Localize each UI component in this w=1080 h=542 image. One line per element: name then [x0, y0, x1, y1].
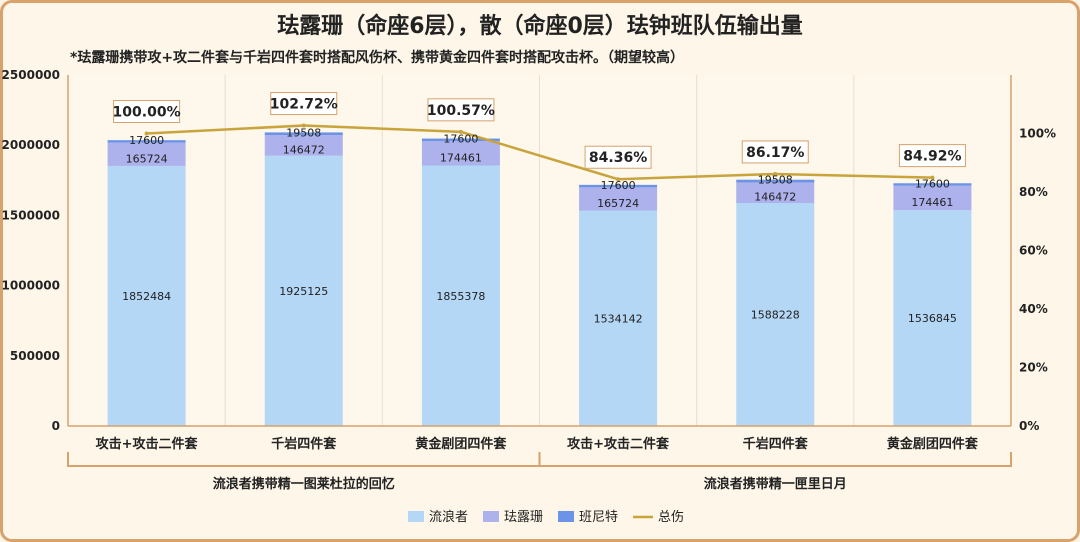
bar-segment — [421, 138, 500, 142]
bar-segment — [736, 203, 815, 426]
bar-segment — [264, 132, 343, 136]
group-bracket — [538, 452, 1012, 467]
bar-segment — [107, 165, 186, 426]
data-label: 165724 — [597, 197, 639, 210]
line-point — [458, 129, 463, 134]
line-point — [616, 177, 621, 182]
bar-segment — [421, 141, 500, 166]
y2-tick-label: 20% — [1019, 361, 1048, 375]
y2-tick-label: 80% — [1019, 185, 1048, 199]
bar-segment — [264, 135, 343, 156]
bar-segment — [264, 155, 343, 426]
data-label: 17600 — [443, 133, 478, 146]
bar-segment — [421, 165, 500, 426]
y2-tick-label: 40% — [1019, 302, 1048, 316]
bar-segment — [736, 182, 815, 204]
category-axis: 攻击+攻击二件套 千岩四件套 黄金剧团四件套 攻击+攻击二件套 千岩四件套 黄金剧团四件套… — [67, 436, 1012, 492]
group-label: 流浪者携带精一图莱杜拉的回忆 — [213, 476, 395, 492]
grid-lines — [68, 75, 1011, 426]
y2-tick-label: 0% — [1019, 419, 1039, 433]
data-label: 17600 — [601, 179, 636, 192]
line-point — [930, 175, 935, 180]
pct-label: 84.92% — [903, 149, 961, 165]
data-label: 1536845 — [908, 312, 957, 325]
bar-segment — [893, 210, 972, 426]
legend-swatch — [483, 511, 499, 522]
bar-segment — [107, 142, 186, 166]
chart-subtitle: *珐露珊携带攻+攻二件套与千岩四件套时搭配风伤杯、携带黄金四件套时搭配攻击杯。（… — [70, 50, 685, 66]
pct-label-box — [898, 144, 966, 168]
category-label: 黄金剧团四件套 — [415, 436, 507, 452]
y2-tick-label: 60% — [1019, 244, 1048, 258]
bar-segment — [579, 210, 658, 426]
pct-label: 100.00% — [113, 105, 181, 121]
pct-label-box — [113, 100, 181, 123]
bar-segment — [893, 185, 972, 211]
legend-swatch — [408, 511, 424, 522]
bar-segment — [579, 187, 658, 211]
line-point — [773, 171, 778, 176]
y-tick-label: 500000 — [10, 349, 60, 363]
data-label: 165724 — [126, 152, 168, 165]
y-tick-label: 1000000 — [2, 279, 60, 293]
legend-swatch — [558, 511, 574, 522]
data-label: 146472 — [283, 143, 325, 156]
y-tick-label: 2000000 — [2, 138, 60, 152]
data-label: 17600 — [915, 177, 950, 190]
data-labels: 1852484 165724 17600 1925125 146472 19508 1855… — [113, 92, 966, 325]
group-bracket — [67, 452, 541, 467]
line-point — [144, 131, 149, 136]
pct-label: 84.36% — [589, 150, 647, 166]
bar-segment — [893, 183, 972, 186]
line-series — [146, 124, 933, 181]
line-point — [301, 123, 306, 128]
legend-label: 总伤 — [658, 510, 684, 525]
category-label: 攻击+攻击二件套 — [567, 436, 670, 452]
pct-label: 102.72% — [270, 97, 338, 113]
data-label: 146472 — [754, 191, 796, 204]
data-label: 1852484 — [122, 290, 171, 303]
legend-label: 班尼特 — [579, 510, 618, 525]
y-tick-label: 2500000 — [2, 68, 60, 82]
category-label: 千岩四件套 — [743, 436, 809, 452]
chart-title: 珐露珊（命座6层），散（命座0层）珐钟班队伍输出量 — [277, 14, 803, 39]
group-label: 流浪者携带精一匣里日月 — [704, 476, 847, 492]
data-label: 1588228 — [751, 309, 800, 322]
data-label: 1855378 — [436, 290, 485, 303]
data-label: 19508 — [286, 126, 321, 139]
data-label: 17600 — [129, 134, 164, 147]
pct-label: 100.57% — [427, 103, 495, 119]
category-label: 千岩四件套 — [271, 436, 337, 452]
bar-series — [107, 132, 972, 426]
pct-label-box — [741, 140, 809, 164]
pct-label-box — [584, 145, 652, 169]
y2-tick-label: 100% — [1019, 127, 1056, 141]
pct-label-box — [427, 98, 495, 122]
total-damage-line — [144, 123, 935, 182]
bar-segment — [579, 184, 658, 188]
category-label: 黄金剧团四件套 — [887, 436, 979, 452]
pct-label: 86.17% — [746, 145, 804, 161]
data-label: 174461 — [440, 151, 482, 164]
legend-label: 珐露珊 — [504, 510, 543, 525]
category-label: 攻击+攻击二件套 — [96, 436, 199, 452]
bar-segment — [107, 140, 186, 143]
bar-segment — [736, 179, 815, 183]
legend: 流浪者 珐露珊 班尼特 总伤 — [408, 510, 684, 525]
data-label: 174461 — [911, 196, 953, 209]
data-label: 19508 — [758, 174, 793, 187]
legend-label: 流浪者 — [429, 510, 468, 525]
pct-label-box — [270, 92, 338, 116]
y-tick-label: 1500000 — [2, 208, 60, 222]
data-label: 1925125 — [279, 285, 328, 298]
y-tick-label: 0 — [52, 419, 60, 433]
axes: 0 500000 1000000 1500000 2000000 2500000 0% 20%… — [2, 68, 1057, 433]
data-label: 1534142 — [594, 312, 643, 325]
